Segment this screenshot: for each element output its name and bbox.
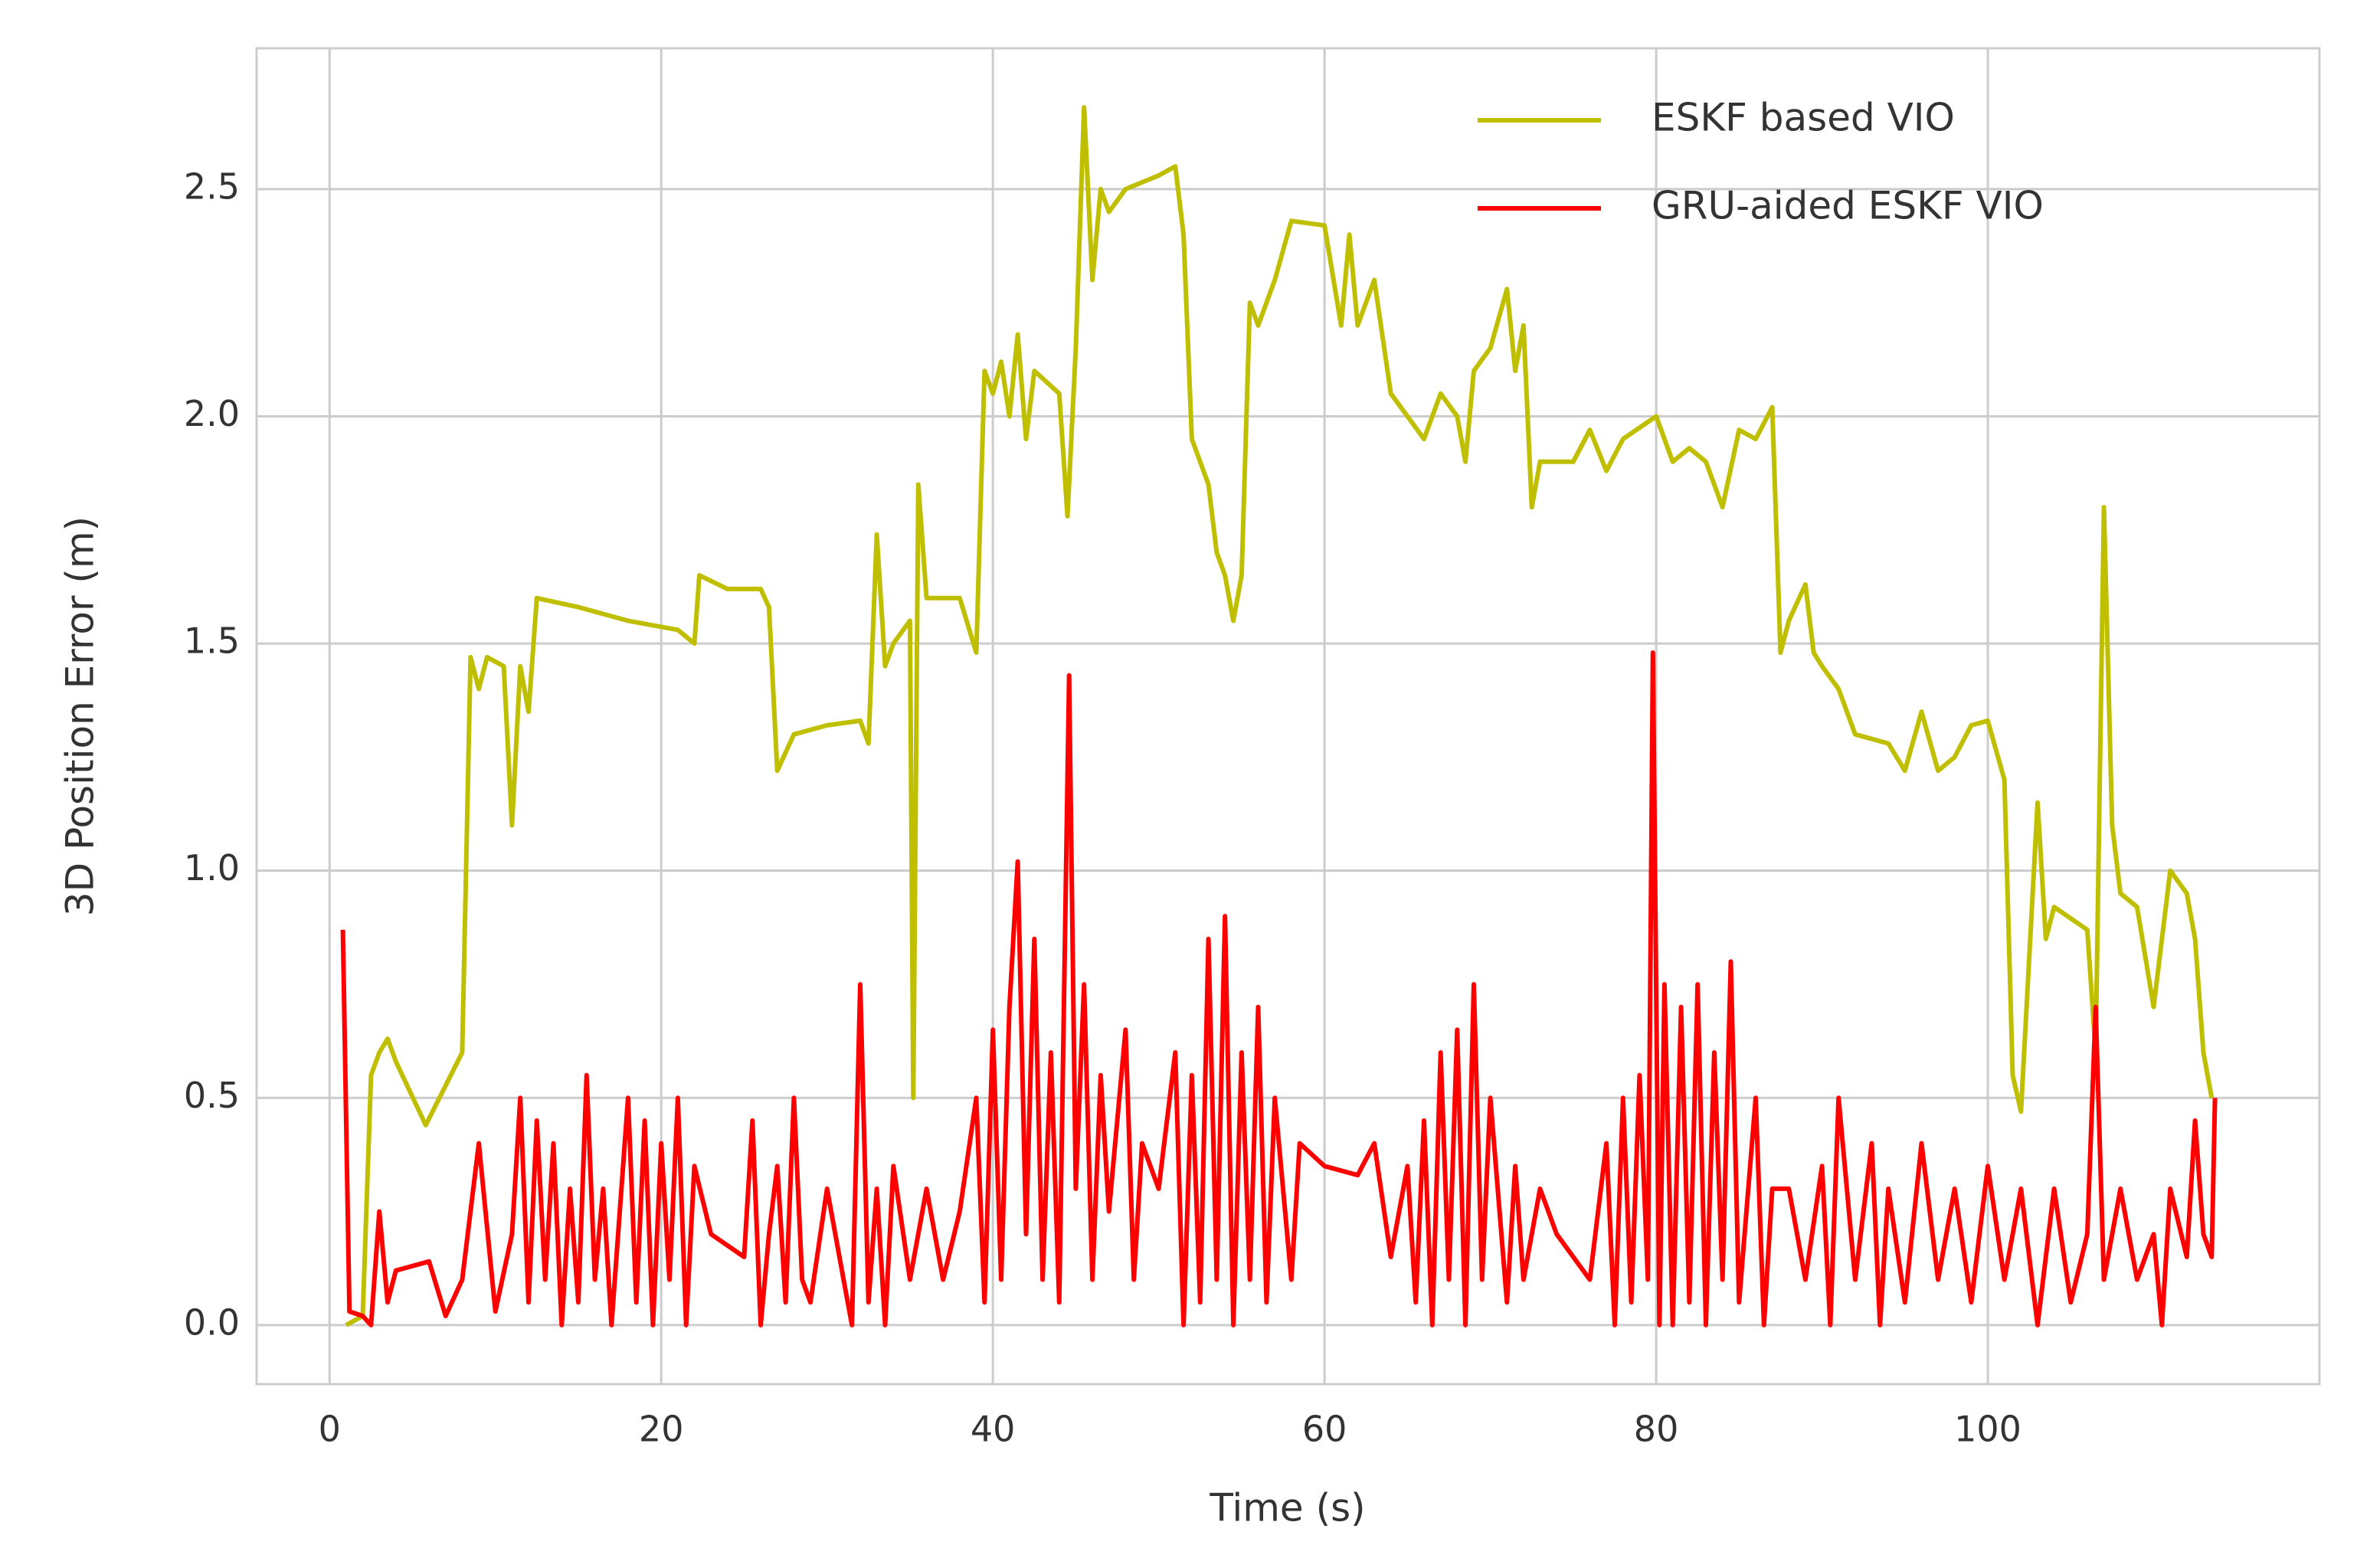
x-tick-label: 60 — [1302, 1409, 1347, 1450]
x-tick-label: 40 — [971, 1409, 1016, 1450]
y-tick-label: 0.5 — [184, 1075, 240, 1116]
y-tick-label: 2.0 — [184, 393, 240, 434]
x-tick-label: 100 — [1954, 1409, 2021, 1450]
y-tick-label: 1.0 — [184, 847, 240, 889]
x-tick-label: 20 — [639, 1409, 684, 1450]
y-tick-label: 0.0 — [184, 1301, 240, 1343]
x-tick-label: 80 — [1634, 1409, 1679, 1450]
y-axis-label: 3D Position Error (m) — [58, 516, 103, 916]
y-tick-label: 2.5 — [184, 165, 240, 207]
x-tick-label: 0 — [319, 1409, 341, 1450]
x-axis-label: Time (s) — [1209, 1486, 1365, 1530]
y-tick-label: 1.5 — [184, 620, 240, 662]
data-line — [340, 650, 2218, 1327]
data-line — [345, 105, 2215, 1327]
plot-frame — [255, 47, 2321, 1386]
legend-label: ESKF based VIO — [1652, 96, 1955, 140]
legend-label: GRU-aided ESKF VIO — [1652, 184, 2044, 228]
